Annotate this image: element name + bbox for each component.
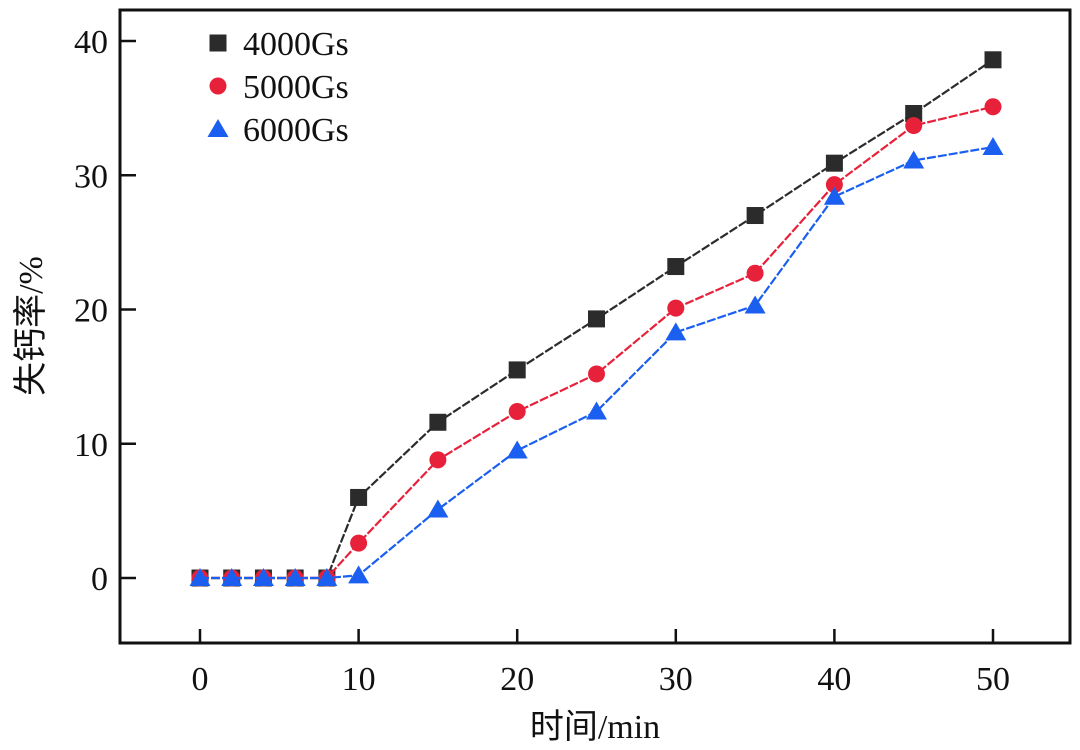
data-point [903,150,925,169]
data-point [429,413,447,431]
x-axis-title: 时间/min [530,709,660,746]
data-point [348,565,370,584]
data-point [746,207,764,225]
y-tick-label: 0 [91,561,108,598]
series-6000Gs [189,137,1004,586]
data-point [429,451,447,469]
data-point [746,264,764,282]
data-point [825,176,843,194]
legend-item: 5000Gs [209,69,349,106]
data-point [905,117,923,135]
data-point [189,568,211,586]
x-tick-label: 20 [500,661,534,698]
x-tick-label: 30 [659,661,693,698]
y-tick-label: 40 [74,24,108,61]
data-point [284,568,306,586]
x-tick-label: 0 [192,661,209,698]
plot-frame [118,8,1072,645]
y-axis-title: 失钙率/% [12,256,50,396]
series-layer [189,51,1004,587]
x-tick-label: 10 [342,661,376,698]
data-point [252,568,274,586]
series-line-5000Gs [200,105,994,580]
legend-marker-circle [209,77,227,95]
data-point [506,440,528,459]
legend-marker-triangle [207,119,229,137]
data-point [667,299,685,317]
data-point [823,186,845,205]
y-tick-label: 30 [74,158,108,195]
data-point [586,401,607,420]
data-point [508,361,526,379]
y-tick-label: 10 [74,427,108,464]
data-point [825,154,843,172]
data-point [221,568,243,586]
data-point [984,51,1002,69]
x-tick-label: 50 [976,661,1010,698]
legend: 4000Gs 5000Gs 6000Gs [207,26,349,149]
ticks-layer: 0 10 20 30 40 50 0 10 20 30 40 [74,24,1010,698]
data-point [667,258,685,276]
legend-item: 6000Gs [207,112,349,149]
data-point [588,310,605,328]
x-tick-label: 40 [817,661,851,698]
data-point [508,403,526,421]
data-point [982,137,1004,156]
data-point [984,98,1002,116]
legend-marker-square [209,34,227,52]
legend-label: 6000Gs [243,112,349,149]
data-point [588,365,605,383]
y-tick-label: 20 [74,293,108,330]
data-point [744,295,766,314]
legend-label: 4000Gs [243,26,349,63]
data-point [316,568,338,586]
legend-item: 4000Gs [209,26,349,63]
series-5000Gs [191,98,1002,587]
data-point [350,534,368,552]
data-point [427,499,449,518]
legend-label: 5000Gs [243,69,349,106]
data-point [665,322,687,341]
series-line-6000Gs [200,145,994,580]
data-point [350,488,368,506]
data-point [905,104,923,122]
